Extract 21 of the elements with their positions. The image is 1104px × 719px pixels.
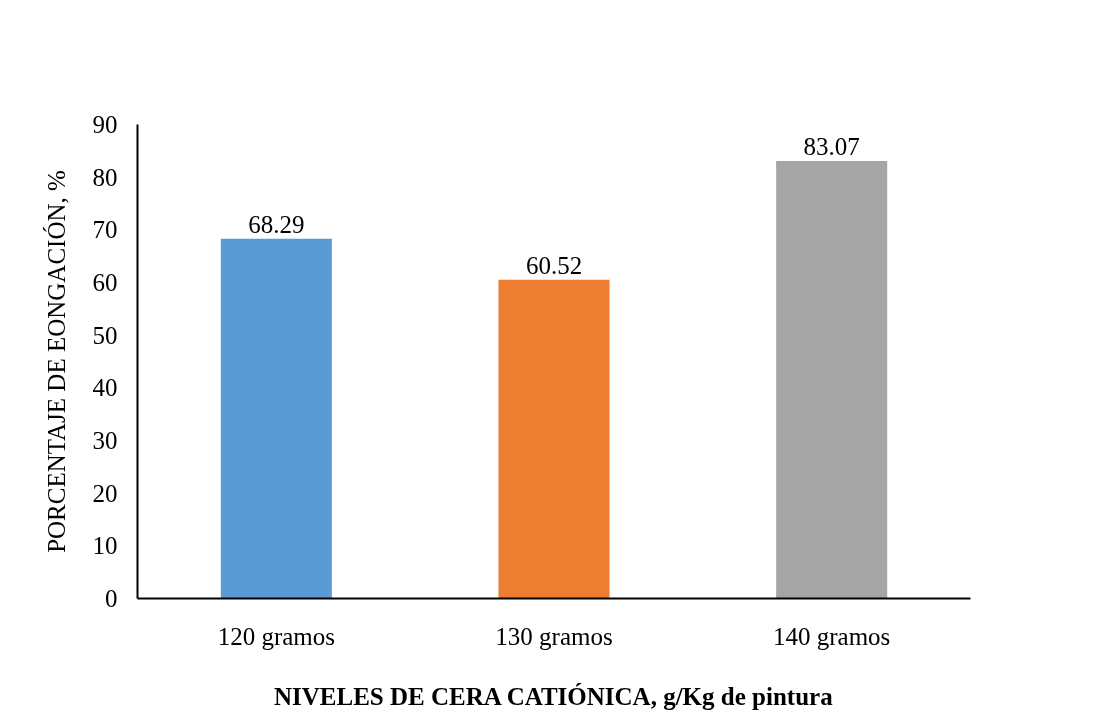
y-axis-title: PORCENTAJE DE EONGACIÓN, % [42, 170, 70, 553]
y-tick-label: 10 [92, 532, 118, 560]
y-tick-label: 60 [92, 269, 118, 296]
y-tick-label: 70 [92, 216, 118, 244]
y-tick-label: 30 [92, 427, 118, 454]
x-tick-label: 130 gramos [495, 622, 613, 650]
bar [498, 279, 610, 599]
y-tick-label: 20 [92, 479, 118, 507]
bar [776, 161, 888, 599]
y-tick-label: 50 [92, 321, 118, 349]
y-tick-label: 80 [92, 163, 118, 191]
data-label: 68.29 [248, 210, 305, 238]
y-tick-label: 40 [92, 374, 118, 402]
y-tick-label: 90 [92, 111, 118, 138]
x-tick-label: 120 gramos [217, 622, 336, 650]
data-label: 60.52 [525, 251, 583, 279]
bar [220, 238, 332, 599]
y-tick-label: 0 [105, 585, 118, 612]
data-label: 83.07 [803, 133, 860, 160]
x-axis-title: NIVELES DE CERA CATIÓNICA, g/Kg de pintura [273, 682, 834, 710]
x-tick-label: 140 gramos [772, 622, 891, 650]
